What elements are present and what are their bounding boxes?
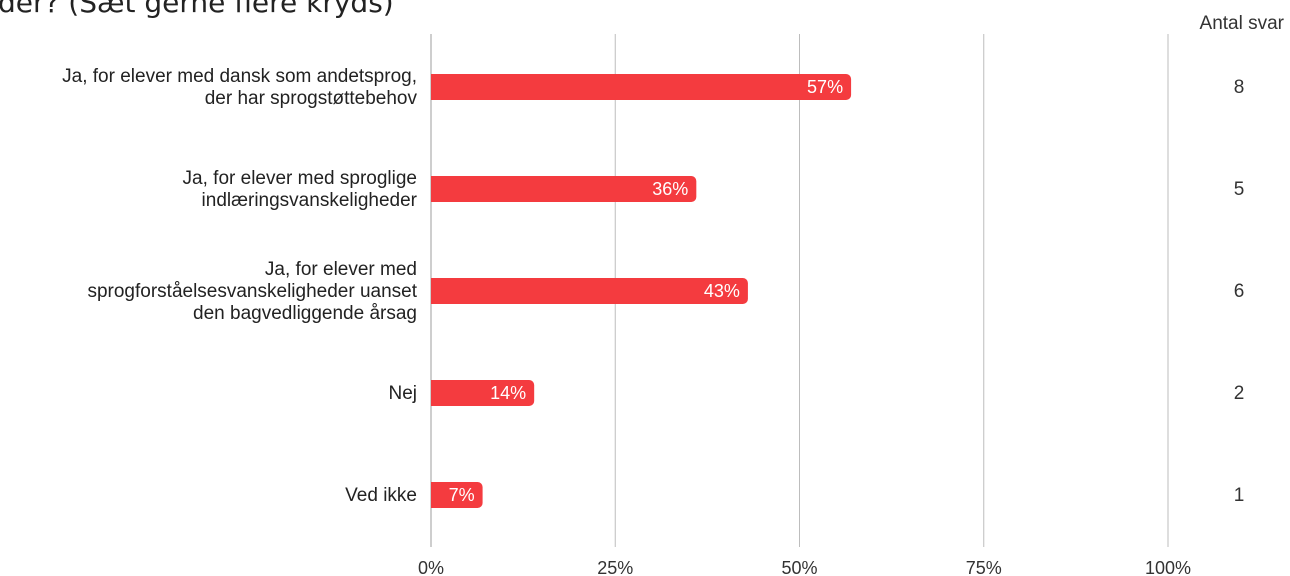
category-label: den bagvedliggende årsag bbox=[193, 303, 417, 324]
x-tick-label: 50% bbox=[781, 558, 817, 576]
category-label: Ja, for elever med sproglige bbox=[183, 168, 417, 189]
answers-count-header: Antal svar bbox=[1199, 13, 1284, 34]
x-tick-label: 0% bbox=[418, 558, 444, 576]
bar-left-edge bbox=[431, 74, 437, 100]
answer-count: 6 bbox=[1234, 281, 1245, 302]
answer-count: 5 bbox=[1234, 179, 1245, 200]
bar bbox=[431, 278, 748, 304]
category-label: Nej bbox=[388, 383, 417, 404]
category-label: Ved ikke bbox=[345, 485, 417, 506]
bar bbox=[431, 380, 535, 406]
category-label: indlæringsvanskeligheder bbox=[202, 190, 418, 211]
chart-title: der? (Sæt gerne flere kryds) bbox=[0, 0, 394, 19]
bar-left-edge bbox=[431, 482, 437, 508]
bar-value-label: 14% bbox=[490, 383, 526, 403]
bar-left-edge bbox=[431, 380, 437, 406]
x-tick-label: 75% bbox=[966, 558, 1002, 576]
category-label: Ja, for elever med dansk som andetsprog, bbox=[62, 66, 417, 87]
bar bbox=[431, 482, 483, 508]
bar-left-edge bbox=[431, 176, 437, 202]
bar bbox=[431, 74, 852, 100]
answer-count: 2 bbox=[1234, 383, 1245, 404]
category-label: Ja, for elever med bbox=[265, 259, 417, 280]
x-tick-label: 25% bbox=[597, 558, 633, 576]
category-label: der har sprogstøttebehov bbox=[205, 88, 418, 109]
bar bbox=[431, 176, 697, 202]
answer-count: 8 bbox=[1234, 77, 1245, 98]
bar-value-label: 7% bbox=[449, 485, 475, 505]
category-label: sprogforståelsesvanskeligheder uanset bbox=[87, 281, 417, 302]
x-tick-label: 100% bbox=[1145, 558, 1191, 576]
bar-value-label: 43% bbox=[704, 281, 740, 301]
bar-value-label: 57% bbox=[807, 77, 843, 97]
bar-left-edge bbox=[431, 278, 437, 304]
answer-count: 1 bbox=[1234, 485, 1245, 506]
bar-value-label: 36% bbox=[652, 179, 688, 199]
